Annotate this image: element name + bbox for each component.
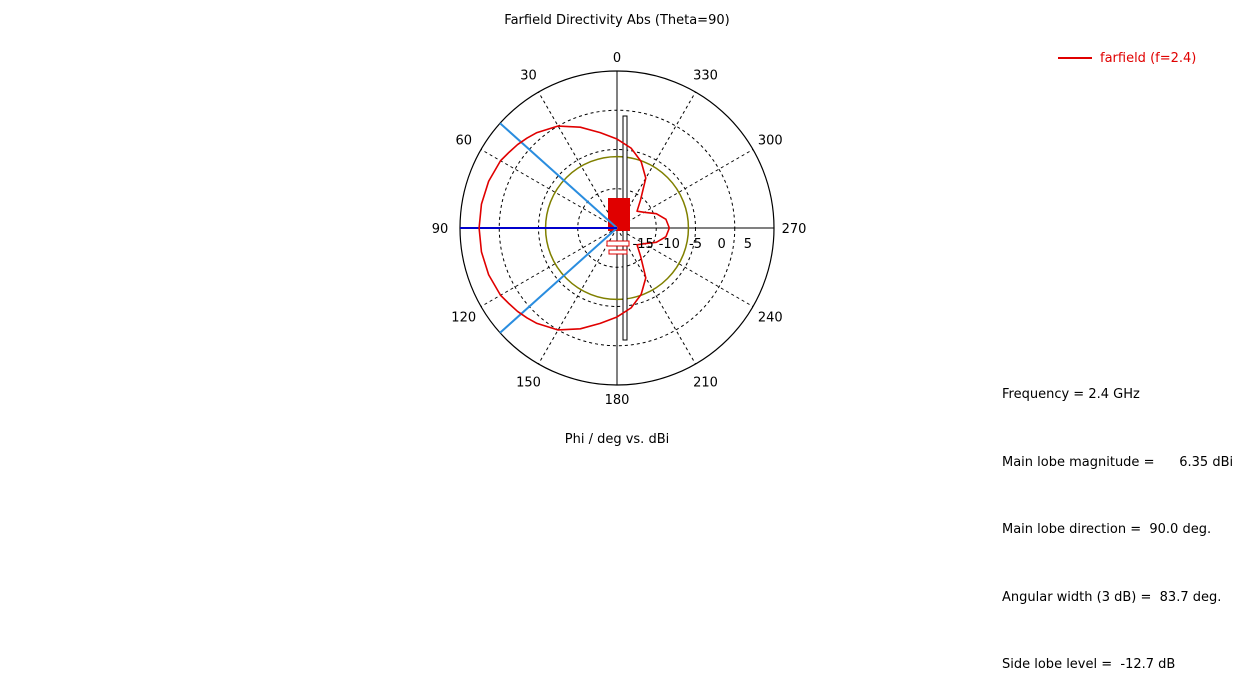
spoke-330	[616, 91, 696, 229]
spoke-60	[480, 149, 618, 229]
feed-detail-2	[608, 249, 628, 255]
main-lobe-direction-text: Main lobe direction = 90.0 deg.	[1002, 522, 1212, 537]
legend-swatch	[1058, 56, 1092, 59]
legend-entry: farfield (f=2.4)	[1100, 51, 1197, 66]
series-line-0	[478, 125, 671, 331]
angle-label-330: 330	[693, 69, 718, 84]
radial-label-2: -5	[689, 237, 702, 252]
angle-label-180: 180	[605, 393, 630, 408]
angle-label-0: 0	[613, 51, 621, 66]
radial-label-4: 5	[744, 237, 752, 252]
feed-block	[608, 198, 630, 231]
polar-chart: Farfield Directivity Abs (Theta=90) 0 30 6…	[432, 13, 807, 447]
spoke-150	[538, 227, 618, 365]
side-lobe-level-text: Side lobe level = -12.7 dB	[1002, 657, 1176, 672]
series-layer	[478, 125, 671, 331]
x-axis-label: Phi / deg vs. dBi	[565, 432, 669, 447]
chart-title: Farfield Directivity Abs (Theta=90)	[504, 13, 729, 28]
radial-label-3: 0	[718, 237, 726, 252]
angle-label-150: 150	[516, 375, 541, 390]
angular-width-text: Angular width (3 dB) = 83.7 deg.	[1002, 589, 1222, 605]
angle-label-60: 60	[455, 134, 472, 149]
beam-edge-line-2	[499, 227, 618, 334]
angle-tick-labels: 0 30 60 90 120 150 180 210 240 270 300 330	[432, 51, 807, 408]
spoke-300	[616, 149, 754, 229]
spoke-30	[538, 91, 618, 229]
feed-detail-1	[606, 240, 630, 247]
overlay-marks	[460, 115, 690, 341]
angle-label-120: 120	[451, 311, 476, 326]
radial-label-0: -15	[633, 237, 654, 252]
spoke-120	[480, 227, 618, 307]
angle-label-240: 240	[758, 311, 783, 326]
angle-label-210: 210	[693, 375, 718, 390]
angle-label-30: 30	[520, 69, 537, 84]
angle-label-90: 90	[432, 222, 449, 237]
legend: farfield (f=2.4)	[1058, 51, 1196, 66]
radial-label-1: -10	[659, 237, 680, 252]
radial-tick-labels: -15 -10 -5 0 5	[633, 237, 752, 252]
frequency-text: Frequency = 2.4 GHz	[1002, 387, 1140, 402]
beam-edge-line-1	[499, 122, 618, 229]
spoke-240	[616, 227, 754, 307]
angle-label-300: 300	[758, 134, 783, 149]
main-lobe-magnitude-text: Main lobe magnitude = 6.35 dBi	[1002, 454, 1234, 470]
angle-label-270: 270	[782, 222, 807, 237]
antenna-summary: Frequency = 2.4 GHz Main lobe magnitude …	[1002, 339, 1233, 699]
spoke-210	[616, 227, 696, 365]
